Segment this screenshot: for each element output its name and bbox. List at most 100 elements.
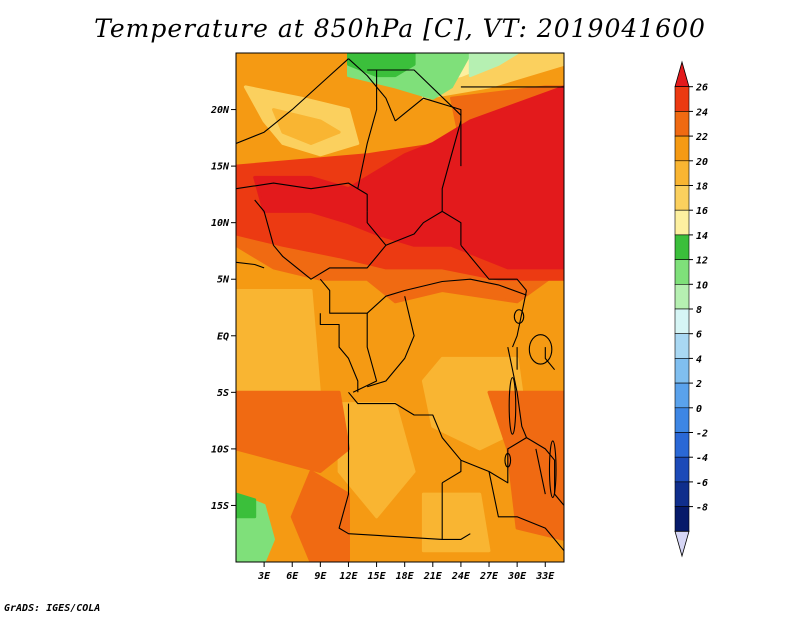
country-border (319, 278, 527, 314)
lake-outline (548, 440, 557, 499)
colorbar-swatch (674, 209, 690, 236)
colorbar-swatch (674, 308, 690, 335)
lon-tick-label: 9E (314, 571, 327, 582)
colorbar-label: 0 (696, 404, 702, 415)
lon-tick-label: 27E (479, 571, 499, 582)
lat-tick-label: 5N (217, 275, 230, 286)
lon-tick-label: 15E (368, 571, 387, 582)
country-border (511, 290, 528, 348)
temperature-region (253, 85, 564, 270)
colorbar-label: 2 (695, 379, 702, 390)
lon-tick-label: 18E (396, 571, 415, 582)
colorbar-label: 4 (696, 354, 702, 365)
country-border (526, 437, 564, 506)
map-axes: 20N 15N 10N 5N EQ 5S 10S 15S 3E 6E 9E 12E 15E 18E 21E 2… (210, 105, 555, 582)
colorbar-min-triangle (674, 530, 690, 558)
country-border (441, 120, 462, 246)
lake-outline (513, 309, 525, 324)
colorbar-swatch (674, 86, 690, 112)
colorbar-swatch (674, 185, 690, 211)
country-border (348, 391, 527, 484)
colorbar-swatch (674, 481, 690, 507)
country-border (319, 313, 359, 393)
temperature-region (236, 390, 350, 473)
lat-tick-label: 20N (210, 105, 230, 116)
lat-tick-label: 10S (211, 444, 229, 455)
country-border (367, 69, 462, 116)
lat-tick-label: 15N (211, 162, 230, 173)
lon-tick-label: 12E (339, 571, 358, 582)
temperature-region (272, 108, 341, 145)
map-title: Temperature at 850hPa [C], VT: 201904160… (94, 14, 706, 43)
map-plot-area (235, 52, 565, 563)
country-border (488, 471, 564, 552)
temperature-region (236, 289, 322, 406)
colorbar-label: 16 (696, 206, 708, 217)
colorbar-swatch (674, 160, 690, 186)
country-border (236, 261, 265, 269)
colorbar-label: 12 (696, 256, 708, 267)
lat-tick-label: 10N (211, 218, 230, 229)
colorbar-swatch (674, 358, 690, 384)
country-border (236, 182, 368, 212)
lon-tick-label: 24E (451, 571, 471, 582)
country-border (352, 313, 378, 393)
country-border (460, 244, 527, 291)
colorbar-max-triangle (674, 60, 690, 88)
lat-tick-label: 15S (211, 501, 229, 512)
country-border (366, 210, 443, 246)
lon-tick-label: 21E (423, 571, 443, 582)
credit-text: GrADS: IGES/COLA (4, 603, 101, 614)
lon-tick-label: 30E (507, 571, 527, 582)
colorbar-swatch (674, 432, 690, 458)
colorbar-label: 8 (696, 305, 702, 316)
colorbar-swatch (674, 382, 690, 409)
colorbar-label: -4 (696, 453, 708, 464)
colorbar-swatch (674, 283, 690, 310)
colorbar-swatch (674, 456, 690, 483)
temperature-region (421, 492, 491, 553)
temperature-region (236, 492, 257, 519)
colorbar-label: 20 (695, 157, 708, 168)
country-border (254, 199, 387, 280)
country-border (441, 460, 462, 484)
country-border (394, 97, 462, 167)
lake-outline (528, 334, 553, 365)
lake-outline (504, 452, 512, 468)
country-border (367, 296, 415, 388)
colorbar-label: 22 (695, 132, 708, 143)
colorbar-label: -2 (696, 429, 708, 440)
country-border (236, 58, 349, 145)
country-border (338, 403, 471, 540)
country-border (544, 347, 556, 371)
colorbar-swatch (674, 234, 690, 260)
country-border (357, 70, 378, 189)
colorbar-swatch (674, 407, 690, 433)
country-border (507, 346, 528, 438)
colorbar-swatch (674, 259, 690, 285)
lake-outline (508, 377, 517, 435)
lon-tick-label: 6E (286, 571, 299, 582)
colorbar-swatch (674, 333, 690, 359)
colorbar-swatch (674, 111, 690, 137)
colorbar-label: 24 (695, 107, 708, 118)
temperature-region (487, 390, 564, 541)
lon-tick-label: 3E (257, 571, 271, 582)
colorbar-label: -6 (696, 478, 708, 489)
colorbar-label: -8 (696, 503, 708, 514)
lat-tick-label: 5S (217, 388, 229, 399)
country-border (535, 448, 546, 495)
colorbar-label: 18 (696, 182, 708, 193)
temperature-region (290, 470, 350, 562)
colorbar-label: 6 (696, 330, 702, 341)
colorbar-label: 14 (696, 231, 708, 242)
colorbar-label: 10 (696, 280, 708, 291)
colorbar-label: 26 (695, 83, 708, 94)
colorbar-swatch (674, 135, 690, 162)
temperature-region (468, 53, 519, 78)
lon-tick-label: 33E (535, 571, 555, 582)
colorbar-swatch (674, 506, 690, 532)
map-frame (235, 52, 565, 563)
